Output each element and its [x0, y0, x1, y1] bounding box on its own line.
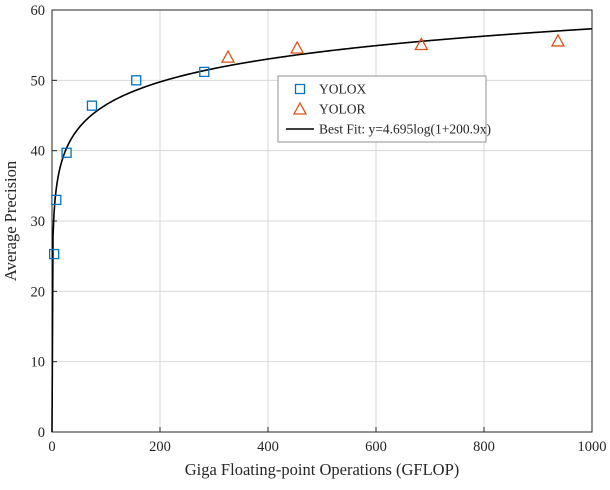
tick-labels: 0 200 400 600 800 1000 0 10 20 30 40 50 60: [31, 3, 607, 455]
series-yolox: [49, 66, 210, 260]
triangle-marker: [550, 33, 566, 47]
best-fit-curve: [51, 27, 593, 433]
x-axis-label: Giga Floating-point Operations (GFLOP): [185, 460, 460, 479]
triangle-marker: [290, 40, 305, 54]
square-marker: [51, 194, 62, 206]
y-tick-label: 50: [31, 73, 46, 89]
square-marker: [49, 248, 60, 260]
legend-label: YOLOR: [319, 102, 366, 117]
legend-box: [277, 75, 487, 143]
legend: YOLOX YOLOR Best Fit: y=4.695log(1+200.9x): [277, 75, 491, 143]
triangle-marker: [414, 37, 429, 51]
series-yolor: [220, 33, 566, 63]
x-tick-label: 1000: [578, 439, 607, 455]
x-tick-label: 0: [48, 439, 55, 455]
x-tick-label: 200: [149, 439, 171, 455]
square-marker: [199, 66, 210, 78]
y-tick-label: 40: [31, 144, 46, 160]
y-tick-label: 10: [31, 355, 46, 371]
y-tick-label: 30: [31, 214, 46, 230]
triangle-marker: [220, 49, 236, 63]
y-tick-label: 20: [31, 284, 46, 300]
x-tick-label: 600: [365, 439, 387, 455]
y-axis-label: Average Precision: [1, 161, 20, 281]
x-tick-label: 800: [473, 439, 495, 455]
square-marker: [86, 100, 98, 111]
y-tick-label: 60: [31, 3, 46, 19]
legend-label: YOLOX: [319, 82, 366, 97]
square-marker: [131, 75, 142, 86]
tick-marks: [51, 9, 593, 433]
triangle-marker: [292, 101, 308, 115]
grid: [51, 9, 593, 433]
y-tick-label: 0: [38, 425, 45, 441]
x-tick-label: 400: [257, 439, 279, 455]
square-marker: [294, 83, 306, 95]
square-marker: [61, 147, 72, 158]
legend-label: Best Fit: y=4.695log(1+200.9x): [319, 122, 491, 137]
